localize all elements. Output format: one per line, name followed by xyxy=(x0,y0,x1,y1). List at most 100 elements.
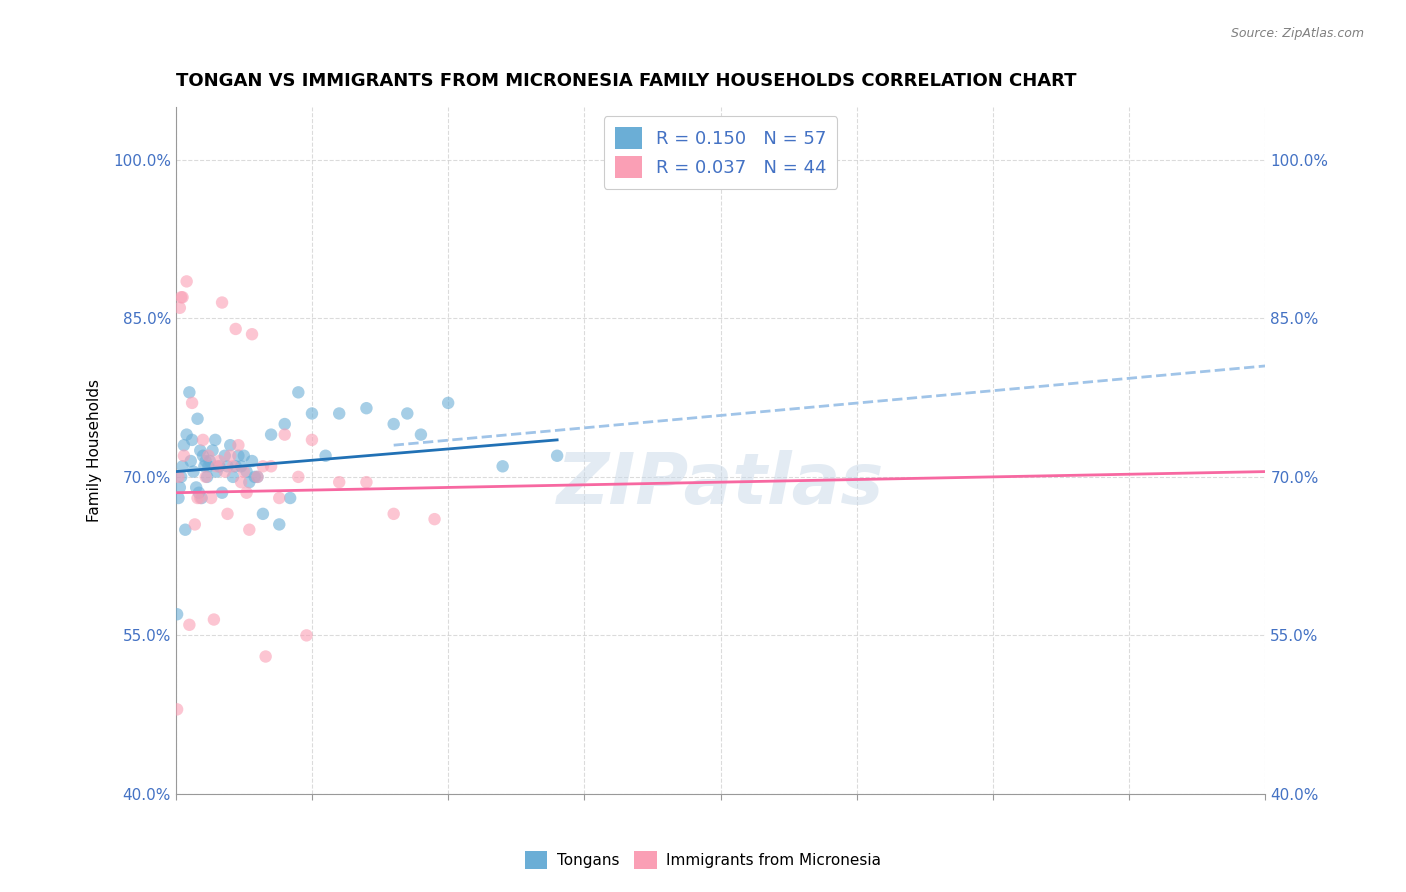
Text: TONGAN VS IMMIGRANTS FROM MICRONESIA FAMILY HOUSEHOLDS CORRELATION CHART: TONGAN VS IMMIGRANTS FROM MICRONESIA FAM… xyxy=(176,72,1076,90)
Point xyxy=(186,411,209,425)
Point xyxy=(231,459,253,474)
Point xyxy=(240,454,263,468)
Point xyxy=(170,470,193,484)
Point xyxy=(217,459,239,474)
Point xyxy=(235,485,257,500)
Point xyxy=(193,459,215,474)
Point xyxy=(201,443,224,458)
Point xyxy=(202,613,225,627)
Point xyxy=(205,459,228,474)
Point xyxy=(396,407,419,421)
Point xyxy=(238,523,260,537)
Point xyxy=(232,449,254,463)
Point xyxy=(184,517,207,532)
Point xyxy=(278,491,301,505)
Point xyxy=(232,465,254,479)
Point xyxy=(492,459,515,474)
Point xyxy=(238,475,260,490)
Point xyxy=(287,385,309,400)
Point xyxy=(191,449,214,463)
Text: Source: ZipAtlas.com: Source: ZipAtlas.com xyxy=(1230,27,1364,40)
Point xyxy=(301,407,323,421)
Point xyxy=(225,459,247,474)
Point xyxy=(214,465,236,479)
Point xyxy=(180,454,202,468)
Point xyxy=(382,507,405,521)
Point xyxy=(328,407,350,421)
Point xyxy=(179,617,201,632)
Point xyxy=(260,459,283,474)
Point xyxy=(423,512,446,526)
Point xyxy=(166,607,188,622)
Point xyxy=(295,628,318,642)
Point xyxy=(187,485,209,500)
Point xyxy=(166,702,188,716)
Point xyxy=(186,480,208,494)
Point xyxy=(274,417,297,431)
Legend: R = 0.150   N = 57, R = 0.037   N = 44: R = 0.150 N = 57, R = 0.037 N = 44 xyxy=(603,116,838,189)
Point xyxy=(356,475,378,490)
Text: ZIPatlas: ZIPatlas xyxy=(557,450,884,519)
Point xyxy=(235,465,257,479)
Legend: Tongans, Immigrants from Micronesia: Tongans, Immigrants from Micronesia xyxy=(519,845,887,875)
Point xyxy=(211,295,233,310)
Point xyxy=(173,438,195,452)
Point xyxy=(190,491,212,505)
Point xyxy=(173,449,195,463)
Point xyxy=(197,459,219,474)
Point xyxy=(246,470,269,484)
Point xyxy=(219,438,242,452)
Point xyxy=(315,449,337,463)
Point xyxy=(231,475,253,490)
Point xyxy=(194,454,217,468)
Point xyxy=(172,459,194,474)
Point xyxy=(205,465,228,479)
Point xyxy=(179,385,201,400)
Point xyxy=(222,470,245,484)
Point xyxy=(174,523,197,537)
Point xyxy=(246,470,269,484)
Point xyxy=(214,449,236,463)
Point xyxy=(222,459,245,474)
Point xyxy=(167,491,190,505)
Point xyxy=(301,433,323,447)
Point xyxy=(252,507,274,521)
Point xyxy=(197,449,219,463)
Point xyxy=(328,475,350,490)
Point xyxy=(240,327,263,342)
Point xyxy=(269,491,291,505)
Point xyxy=(172,290,194,304)
Point xyxy=(225,322,247,336)
Point xyxy=(195,470,218,484)
Point xyxy=(356,401,378,416)
Point xyxy=(287,470,309,484)
Point xyxy=(194,470,217,484)
Point xyxy=(382,417,405,431)
Point xyxy=(409,427,432,442)
Point xyxy=(191,433,214,447)
Point xyxy=(181,433,204,447)
Point xyxy=(546,449,568,463)
Point xyxy=(167,470,190,484)
Point xyxy=(243,470,266,484)
Point xyxy=(208,454,231,468)
Point xyxy=(188,443,211,458)
Point xyxy=(252,459,274,474)
Point xyxy=(228,449,250,463)
Point xyxy=(183,465,205,479)
Point xyxy=(169,301,191,315)
Point xyxy=(254,649,277,664)
Point xyxy=(181,396,204,410)
Point xyxy=(208,459,231,474)
Point xyxy=(176,274,198,288)
Point xyxy=(188,491,211,505)
Point xyxy=(176,427,198,442)
Point xyxy=(211,485,233,500)
Point xyxy=(170,290,193,304)
Y-axis label: Family Households: Family Households xyxy=(87,379,101,522)
Point xyxy=(198,454,221,468)
Point xyxy=(274,427,297,442)
Point xyxy=(219,449,242,463)
Point xyxy=(260,427,283,442)
Point xyxy=(269,517,291,532)
